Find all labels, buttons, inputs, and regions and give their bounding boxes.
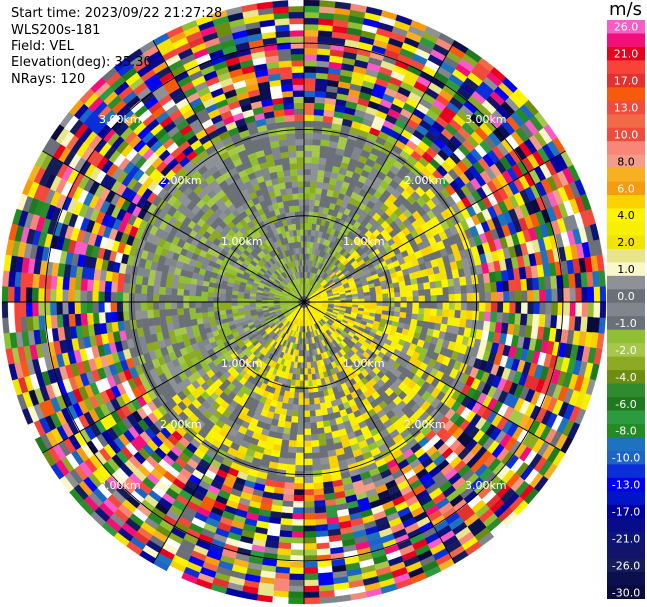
range-ring-label: 2.00km: [160, 418, 202, 431]
colorbar-tick-label: -10.0: [612, 452, 640, 465]
colorbar-tick-label: -1.0: [615, 317, 636, 330]
colorbar-bin: [607, 572, 645, 587]
colorbar-bin: [607, 531, 645, 546]
colorbar-bin: [607, 585, 645, 599]
colorbar-bin: [607, 316, 645, 331]
range-ring-label: 2.00km: [160, 174, 202, 187]
colorbar-bin: [607, 397, 645, 412]
colorbar-bin: [607, 464, 645, 479]
range-ring-label: 3.00km: [465, 113, 507, 126]
range-ring-labels: 1.00km 1.00km 1.00km 1.00km 2.00km 2.00km 2.00…: [99, 113, 507, 492]
colorbar-tick-label: 6.0: [617, 182, 635, 195]
azimuth-line: [152, 301, 305, 564]
colorbar-tick-label: -30.0: [612, 586, 640, 599]
colorbar-bin: [607, 60, 645, 75]
colorbar-bin: [607, 248, 645, 263]
colorbar-bin: [607, 221, 645, 237]
colorbar-tick-label: 26.0: [614, 21, 639, 34]
colorbar-tick-label: 0.0: [617, 290, 635, 303]
colorbar-bin: [607, 20, 645, 35]
colorbar-bin: [607, 208, 645, 223]
range-ring-label: 1.00km: [343, 357, 385, 370]
colorbar-tick-label: 4.0: [617, 209, 635, 222]
azimuth-line: [303, 301, 456, 564]
colorbar-tick-label: -13.0: [612, 479, 640, 492]
colorbar-bin: [607, 195, 645, 210]
velocity-gates: [16, 48, 601, 579]
colorbar-bin: [607, 518, 645, 533]
colorbar-bin: [607, 423, 645, 439]
colorbar-bin: [607, 127, 645, 142]
colorbar-bin: [607, 114, 645, 129]
colorbar-title: m/s: [609, 0, 642, 20]
colorbar-bin: [607, 141, 645, 156]
colorbar-bin: [607, 545, 645, 560]
range-rings-grid: [2, 0, 606, 604]
range-ring-label: 2.00km: [404, 418, 446, 431]
azimuth-line: [42, 150, 305, 303]
colorbar-bin: [607, 87, 645, 102]
start-time-label: Start time: 2023/09/22 21:27:28: [11, 6, 223, 21]
range-ring-label: 1.00km: [343, 235, 385, 248]
colorbar-bin: [607, 46, 645, 61]
colorbar-bin: [607, 33, 645, 48]
azimuth-line: [303, 150, 566, 303]
colorbar-tick-label: -26.0: [612, 559, 640, 572]
colorbar-bin: [607, 73, 645, 88]
colorbar-tick-label: 17.0: [614, 75, 639, 88]
colorbar-bin: [607, 100, 645, 115]
range-ring-label: 2.00km: [404, 174, 446, 187]
colorbar-bin: [607, 343, 645, 358]
colorbar-bin: [607, 383, 645, 398]
azimuth-line: [303, 40, 456, 303]
range-ring-label: 3.00km: [99, 113, 141, 126]
colorbar-bin: [607, 504, 645, 519]
colorbar-bin: [607, 356, 645, 371]
colorbar-tick-label: -21.0: [612, 532, 640, 545]
colorbar-tick-label: 8.0: [617, 155, 635, 168]
colorbar-tick-label: -17.0: [612, 505, 640, 518]
colorbar-bin: [607, 168, 645, 183]
colorbar-bin: [607, 450, 645, 465]
colorbar-tick-label: 21.0: [614, 48, 639, 61]
colorbar-tick-label: -4.0: [615, 371, 636, 384]
colorbar-bin: [607, 558, 645, 573]
colorbar-bin: [607, 181, 645, 196]
azimuth-line: [152, 40, 305, 303]
colorbar-bin: [607, 410, 645, 425]
azimuth-line: [303, 301, 566, 454]
range-ring-label: 3.00km: [99, 479, 141, 492]
colorbar: 26.0 21.0 17.0 13.0 10.0 8.0 6.0 4.0 2.0 1.0 0.0 -1…: [607, 20, 645, 599]
colorbar-bin: [607, 235, 645, 250]
range-ring-label: 3.00km: [465, 479, 507, 492]
colorbar-bin: [607, 154, 645, 169]
instrument-label: WLS200s-181: [11, 23, 101, 38]
colorbar-bin: [607, 289, 645, 304]
colorbar-bin: [607, 491, 645, 506]
elevation-label: Elevation(deg): 35.30: [11, 55, 152, 70]
colorbar-tick-label: 10.0: [614, 128, 639, 141]
colorbar-tick-label: -2.0: [615, 344, 636, 357]
azimuth-line: [42, 301, 305, 454]
colorbar-tick-label: 13.0: [614, 102, 639, 115]
colorbar-bin: [607, 302, 645, 317]
colorbar-tick-label: 2.0: [617, 236, 635, 249]
range-ring-label: 1.00km: [221, 235, 263, 248]
field-label: Field: VEL: [11, 39, 74, 54]
colorbar-bin: [607, 329, 645, 344]
colorbar-bin: [607, 477, 645, 492]
colorbar-bin: [607, 262, 645, 277]
colorbar-tick-label: 1.0: [617, 263, 635, 276]
nrays-label: NRays: 120: [11, 72, 86, 87]
colorbar-bin: [607, 437, 645, 452]
colorbar-bin: [607, 275, 645, 290]
colorbar-tick-label: -8.0: [615, 425, 636, 438]
range-ring-label: 1.00km: [221, 357, 263, 370]
colorbar-tick-label: -6.0: [615, 398, 636, 411]
colorbar-bin: [607, 370, 645, 385]
